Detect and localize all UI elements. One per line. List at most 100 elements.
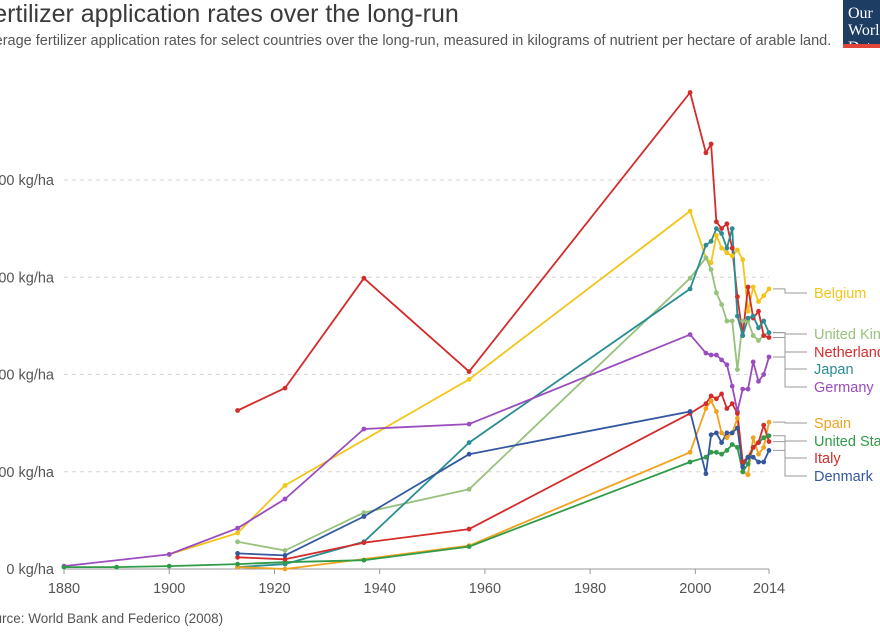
data-point-germany[interactable] [282, 496, 288, 502]
data-point-netherlands[interactable] [724, 221, 730, 227]
data-point-united-kingdom[interactable] [703, 255, 709, 261]
data-point-italy[interactable] [282, 556, 288, 562]
data-point-denmark[interactable] [756, 459, 761, 465]
data-point-belgium[interactable] [729, 253, 735, 259]
data-point-spain[interactable] [735, 415, 740, 421]
data-point-belgium[interactable] [745, 308, 751, 314]
data-point-spain[interactable] [724, 435, 730, 441]
data-point-united-kingdom[interactable] [724, 318, 730, 324]
data-point-united-states[interactable] [235, 561, 241, 567]
data-point-united-kingdom[interactable] [687, 275, 693, 281]
data-point-spain[interactable] [761, 445, 767, 450]
data-point-belgium[interactable] [282, 483, 288, 488]
data-point-denmark[interactable] [761, 459, 767, 465]
data-point-denmark[interactable] [745, 454, 751, 460]
data-point-japan[interactable] [729, 226, 735, 232]
data-point-belgium[interactable] [766, 286, 772, 292]
data-point-united-states[interactable] [766, 433, 772, 439]
data-point-japan[interactable] [766, 330, 772, 336]
data-point-spain[interactable] [687, 449, 693, 455]
data-point-united-states[interactable] [466, 544, 472, 549]
data-point-united-kingdom[interactable] [282, 548, 288, 553]
data-point-italy[interactable] [708, 393, 714, 399]
data-point-denmark[interactable] [766, 448, 772, 453]
data-point-united-kingdom[interactable] [708, 267, 714, 272]
data-point-united-states[interactable] [703, 454, 709, 460]
data-point-denmark[interactable] [729, 430, 735, 436]
data-point-netherlands[interactable] [756, 308, 761, 314]
data-point-united-states[interactable] [714, 449, 719, 455]
data-point-italy[interactable] [466, 526, 472, 532]
data-point-japan[interactable] [724, 245, 730, 251]
data-point-denmark[interactable] [687, 409, 693, 414]
data-point-netherlands[interactable] [466, 369, 472, 374]
data-point-united-states[interactable] [361, 557, 367, 563]
data-point-united-states[interactable] [745, 461, 751, 467]
data-point-germany[interactable] [687, 332, 693, 337]
data-point-belgium[interactable] [750, 284, 756, 290]
data-point-belgium[interactable] [724, 250, 730, 256]
data-point-germany[interactable] [761, 372, 767, 377]
data-point-germany[interactable] [708, 352, 714, 358]
data-point-united-kingdom[interactable] [466, 486, 472, 492]
data-point-denmark[interactable] [735, 425, 740, 431]
data-point-united-kingdom[interactable] [735, 367, 740, 372]
data-point-japan[interactable] [740, 333, 746, 338]
data-point-belgium[interactable] [708, 260, 714, 266]
data-point-italy[interactable] [361, 540, 367, 546]
data-point-denmark[interactable] [750, 454, 756, 460]
data-point-japan[interactable] [687, 286, 693, 292]
data-point-netherlands[interactable] [235, 408, 241, 413]
series-line-united-kingdom[interactable] [237, 256, 770, 552]
data-point-united-states[interactable] [719, 451, 724, 457]
data-point-spain[interactable] [282, 566, 288, 572]
data-point-denmark[interactable] [714, 430, 719, 436]
legend-item-japan[interactable]: Japan [773, 332, 854, 378]
series-line-belgium[interactable] [168, 210, 770, 556]
data-point-spain[interactable] [750, 435, 756, 441]
data-point-united-states[interactable] [61, 564, 67, 570]
data-point-united-kingdom[interactable] [756, 338, 761, 343]
data-point-japan[interactable] [735, 313, 740, 319]
data-point-denmark[interactable] [708, 432, 714, 438]
legend-item-italy[interactable]: Italy [773, 441, 841, 467]
data-point-italy[interactable] [750, 445, 756, 450]
owid-logo[interactable]: Our World in Data [843, 0, 880, 48]
data-point-germany[interactable] [719, 357, 724, 363]
data-point-italy[interactable] [761, 422, 767, 428]
data-point-netherlands[interactable] [735, 294, 740, 300]
legend-item-united-states[interactable]: United States [773, 434, 880, 450]
data-point-denmark[interactable] [361, 514, 367, 519]
data-point-belgium[interactable] [235, 530, 241, 536]
data-point-united-kingdom[interactable] [740, 318, 746, 324]
data-point-united-kingdom[interactable] [750, 333, 756, 338]
data-point-spain[interactable] [708, 398, 714, 404]
data-point-japan[interactable] [750, 313, 756, 319]
data-point-belgium[interactable] [761, 293, 767, 299]
data-point-belgium[interactable] [756, 299, 761, 304]
legend-item-spain[interactable]: Spain [773, 416, 851, 432]
data-point-united-kingdom[interactable] [729, 318, 735, 324]
data-point-united-states[interactable] [740, 469, 746, 475]
data-point-germany[interactable] [235, 525, 241, 531]
data-point-japan[interactable] [466, 440, 472, 445]
data-point-netherlands[interactable] [687, 90, 693, 95]
data-point-japan[interactable] [761, 318, 767, 324]
data-point-denmark[interactable] [282, 553, 288, 558]
data-point-italy[interactable] [724, 406, 730, 411]
data-point-italy[interactable] [756, 440, 761, 445]
data-point-netherlands[interactable] [745, 284, 751, 290]
data-point-netherlands[interactable] [361, 275, 367, 281]
data-point-japan[interactable] [745, 315, 751, 321]
data-point-japan[interactable] [708, 238, 714, 244]
data-point-japan[interactable] [756, 325, 761, 331]
data-point-denmark[interactable] [740, 464, 746, 470]
data-point-united-states[interactable] [724, 448, 730, 453]
data-point-germany[interactable] [724, 362, 730, 368]
data-point-germany[interactable] [466, 421, 472, 427]
data-point-denmark[interactable] [719, 440, 724, 445]
data-point-germany[interactable] [750, 359, 756, 365]
data-point-netherlands[interactable] [729, 245, 735, 251]
data-point-germany[interactable] [166, 552, 172, 557]
data-point-netherlands[interactable] [719, 226, 724, 232]
